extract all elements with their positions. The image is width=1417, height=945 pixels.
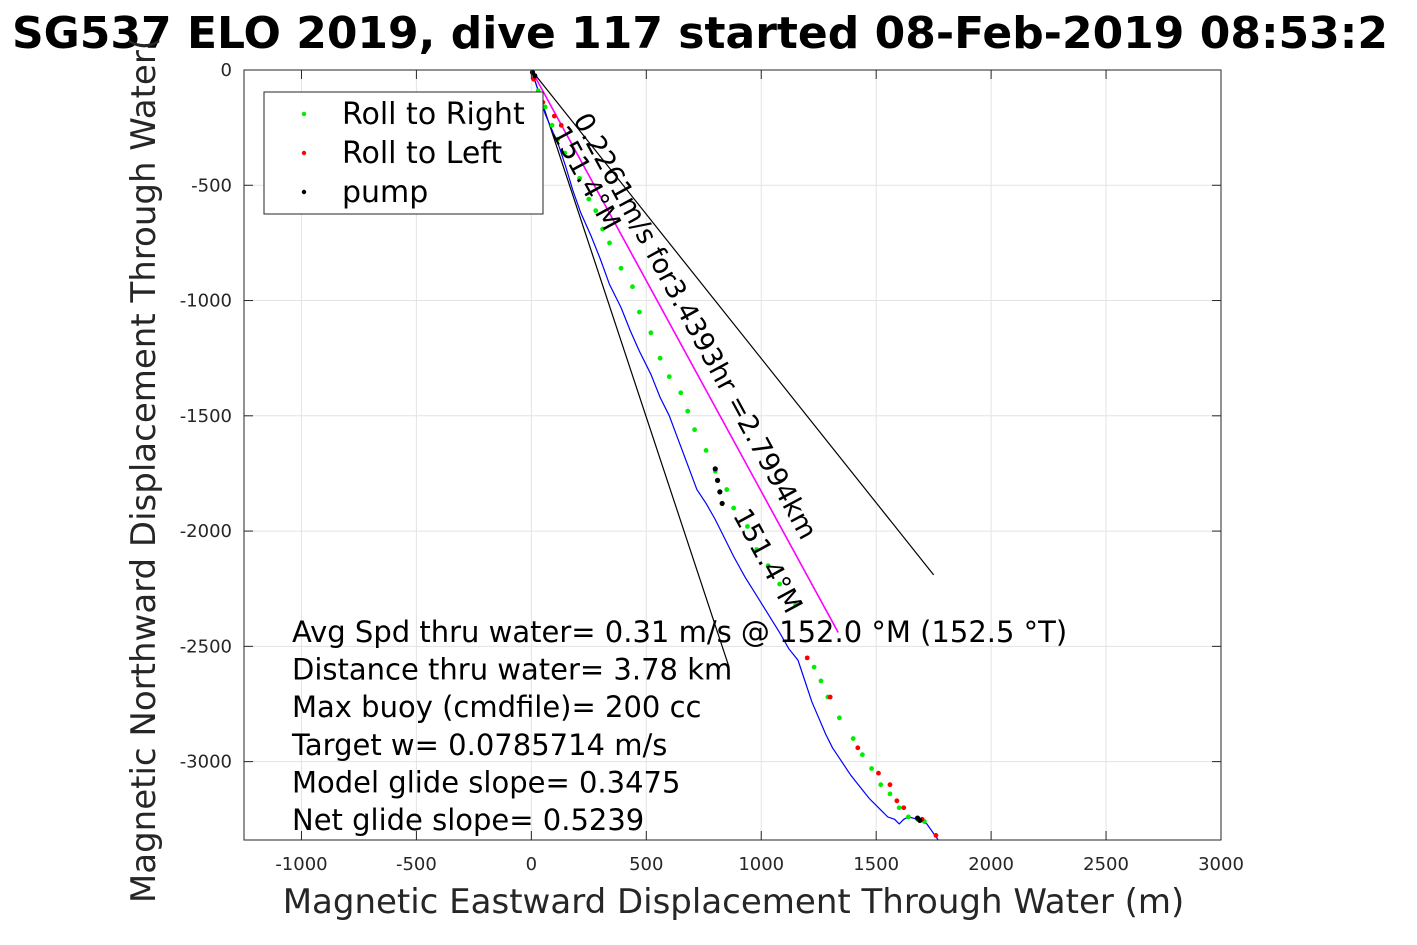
roll-right-point bbox=[754, 547, 760, 552]
diagonal-annotation: 0.2261m/s for3.4393hr =2.7994km bbox=[567, 108, 823, 545]
roll-right-point bbox=[685, 408, 691, 414]
y-tick-label: -2500 bbox=[180, 636, 232, 657]
x-tick-label: 2000 bbox=[968, 854, 1014, 875]
y-tick-label: -2000 bbox=[180, 521, 232, 542]
pump-point bbox=[712, 466, 718, 472]
pump-point bbox=[717, 489, 723, 495]
info-text-block: Avg Spd thru water= 0.31 m/s @ 152.0 °M … bbox=[291, 615, 1067, 837]
roll-right-point bbox=[878, 782, 884, 788]
track-line bbox=[530, 69, 939, 841]
info-line: Max buoy (cmdfile)= 200 cc bbox=[292, 690, 701, 724]
reference-line bbox=[530, 69, 935, 576]
pump-point bbox=[917, 817, 923, 824]
legend-label: Roll to Right bbox=[342, 97, 525, 132]
pump-point bbox=[714, 477, 721, 483]
x-tick-label: 500 bbox=[629, 854, 663, 875]
y-tick-label: -3000 bbox=[180, 752, 232, 773]
roll-right-point bbox=[850, 736, 856, 741]
roll-left-point bbox=[887, 782, 893, 788]
roll-right-point bbox=[836, 715, 842, 721]
roll-right-point bbox=[765, 563, 771, 569]
roll-right-point bbox=[607, 240, 612, 246]
info-line: Net glide slope= 0.5239 bbox=[292, 803, 644, 837]
chart-title: SG537 ELO 2019, dive 117 started 08-Feb-… bbox=[12, 8, 1388, 59]
marker-points bbox=[529, 69, 939, 838]
x-tick-label: -1000 bbox=[275, 854, 327, 875]
pump-point bbox=[532, 73, 538, 79]
x-tick-label: 0 bbox=[526, 854, 537, 875]
x-tick-label: 3000 bbox=[1198, 854, 1244, 875]
roll-right-point bbox=[811, 664, 817, 670]
roll-left-point bbox=[933, 832, 939, 838]
roll-right-point bbox=[777, 581, 783, 587]
roll-right-point bbox=[724, 487, 730, 492]
roll-right-point bbox=[586, 196, 592, 202]
roll-right-point bbox=[648, 330, 654, 336]
roll-right-point bbox=[577, 175, 583, 181]
x-tick-label: 2500 bbox=[1083, 854, 1129, 875]
y-tick-label: 0 bbox=[221, 60, 232, 81]
heading-line bbox=[530, 69, 839, 633]
roll-right-point bbox=[542, 104, 548, 110]
roll-left-point bbox=[551, 113, 557, 119]
roll-right-point bbox=[692, 427, 697, 433]
axes-box bbox=[243, 69, 1222, 841]
roll-right-point bbox=[666, 374, 672, 380]
roll-right-point bbox=[818, 678, 824, 684]
y-axis-label: Magnetic Northward Displacement Through … bbox=[124, 37, 164, 903]
roll-right-point bbox=[896, 805, 902, 811]
pump-point bbox=[719, 500, 725, 507]
roll-right-point bbox=[869, 766, 874, 771]
info-line: Model glide slope= 0.3475 bbox=[292, 765, 680, 799]
legend-marker bbox=[301, 150, 307, 156]
y-tick-label: -500 bbox=[191, 175, 232, 196]
y-tick-label: -1500 bbox=[180, 406, 232, 427]
roll-right-point bbox=[678, 390, 684, 396]
roll-right-point bbox=[562, 150, 568, 156]
legend-marker bbox=[301, 189, 307, 195]
y-tick-label: -1000 bbox=[180, 291, 232, 312]
roll-right-point bbox=[555, 136, 561, 142]
roll-right-point bbox=[593, 208, 599, 214]
roll-right-point bbox=[657, 355, 663, 361]
roll-left-point bbox=[894, 798, 900, 804]
x-tick-label: 1500 bbox=[853, 854, 899, 875]
roll-left-point bbox=[827, 694, 833, 700]
roll-right-point bbox=[549, 122, 555, 128]
legend-label: pump bbox=[342, 175, 428, 210]
legend-marker bbox=[301, 111, 307, 117]
roll-right-point bbox=[745, 524, 750, 529]
roll-right-point bbox=[630, 284, 635, 290]
roll-left-point bbox=[855, 745, 861, 751]
roll-right-point bbox=[887, 791, 893, 797]
roll-right-point bbox=[731, 505, 737, 511]
reference-lines bbox=[530, 69, 935, 668]
roll-left-point bbox=[901, 805, 907, 811]
axis-ticks: -1000 -500 0 500 1000 1500 2000 2500 3000 0 -500 -1… bbox=[180, 60, 1244, 875]
roll-left-point bbox=[804, 655, 810, 661]
roll-right-point bbox=[703, 447, 709, 453]
roll-right-point bbox=[793, 602, 799, 608]
roll-right-point bbox=[600, 226, 606, 232]
legend: Roll to Right Roll to Left pump bbox=[263, 91, 544, 215]
roll-right-point bbox=[636, 309, 642, 315]
legend-label: Roll to Left bbox=[342, 136, 502, 171]
info-line: Distance thru water= 3.78 km bbox=[292, 653, 732, 687]
legend-box bbox=[263, 91, 544, 215]
series-lines bbox=[530, 69, 939, 841]
x-tick-label: 1000 bbox=[738, 854, 784, 875]
x-tick-label: -500 bbox=[396, 854, 437, 875]
roll-right-point bbox=[859, 752, 865, 758]
roll-left-point bbox=[558, 122, 564, 128]
info-line: Target w= 0.0785714 m/s bbox=[291, 728, 667, 762]
roll-left-point bbox=[876, 770, 881, 776]
diagonal-annotations: 0.2261m/s for3.4393hr =2.7994km151.4°M15… bbox=[545, 108, 823, 618]
roll-right-point bbox=[618, 265, 624, 271]
x-axis-label: Magnetic Eastward Displacement Through W… bbox=[283, 882, 1185, 922]
reference-line bbox=[530, 69, 730, 668]
info-line: Avg Spd thru water= 0.31 m/s @ 152.0 °M … bbox=[292, 615, 1067, 649]
roll-right-point bbox=[905, 814, 911, 820]
